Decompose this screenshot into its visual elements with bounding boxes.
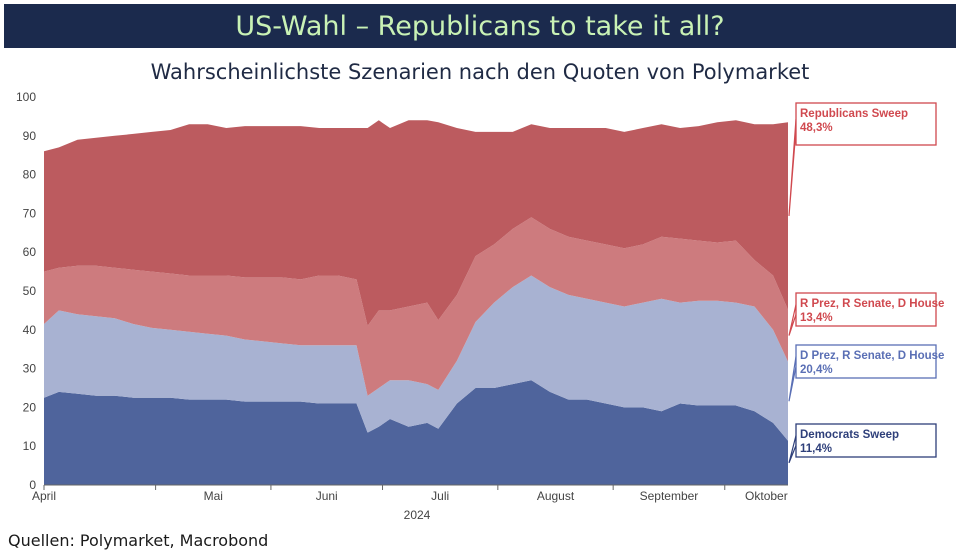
y-tick-label: 50	[23, 284, 37, 298]
x-tick-label: Juli	[431, 489, 449, 503]
source-note: Quellen: Polymarket, Macrobond	[8, 531, 269, 550]
end-label-layer: Republicans Sweep 48,3% R Prez, R Senate, …	[788, 102, 944, 464]
end-label-pointer	[788, 435, 797, 464]
x-tick-label: August	[537, 489, 575, 503]
y-tick-label: 70	[23, 206, 37, 220]
x-tick-label: Oktober	[745, 489, 788, 503]
y-tick-label: 20	[23, 400, 37, 414]
end-label-2: D Prez, R Senate, D House 20,4%	[788, 344, 944, 402]
end-label-value: 11,4%	[800, 443, 832, 455]
x-tick-label: September	[640, 489, 699, 503]
x-tick-label: April	[32, 489, 56, 503]
end-label-box	[795, 102, 937, 146]
end-label-box	[795, 292, 937, 327]
y-tick-label: 80	[23, 168, 37, 182]
end-label-value: 13,4%	[800, 312, 833, 324]
area-layer	[44, 120, 788, 485]
x-tick-label: Mai	[204, 489, 223, 503]
chart-subtitle: Wahrscheinlichste Szenarien nach den Quo…	[150, 60, 810, 84]
x-axis-label: 2024	[404, 508, 431, 522]
y-tick-label: 60	[23, 245, 37, 259]
y-tick-label: 90	[23, 129, 37, 143]
end-label-1: R Prez, R Senate, D House 13,4%	[788, 292, 944, 336]
x-tick-label: Juni	[316, 489, 338, 503]
y-tick-label: 30	[23, 362, 37, 376]
end-label-pointer	[788, 118, 797, 216]
series-area-1	[44, 275, 788, 441]
y-tick-label: 10	[23, 439, 37, 453]
end-label-value: 20,4%	[800, 364, 833, 376]
end-label-3: Democrats Sweep 11,4%	[788, 423, 937, 464]
end-label-0: Republicans Sweep 48,3%	[788, 102, 937, 216]
axis-layer: 0 10 20 30 40 50 60 70 80 90 100 April Mai Juni Juli Au…	[16, 90, 788, 522]
end-label-box	[795, 423, 937, 458]
end-label-box	[795, 344, 937, 379]
end-label-name: Republicans Sweep	[800, 108, 908, 120]
end-label-name: R Prez, R Senate, D House	[800, 298, 944, 310]
series-area-3	[44, 120, 788, 326]
end-label-pointer	[788, 356, 797, 402]
end-label-pointer	[788, 304, 797, 336]
series-area-2	[44, 217, 788, 396]
end-label-name: D Prez, R Senate, D House	[800, 350, 944, 362]
y-tick-label: 100	[16, 90, 36, 104]
end-label-value: 48,3%	[800, 122, 833, 134]
chart-title: US-Wahl – Republicans to take it all?	[235, 10, 725, 42]
series-area-0	[44, 380, 788, 485]
title-banner: US-Wahl – Republicans to take it all?	[4, 4, 956, 48]
end-label-name: Democrats Sweep	[800, 429, 899, 441]
y-tick-label: 40	[23, 323, 37, 337]
y-tick-label: 0	[29, 478, 36, 492]
